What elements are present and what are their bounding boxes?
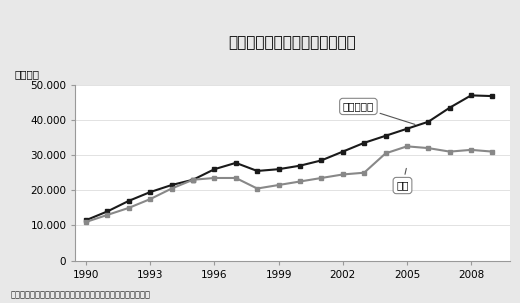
Text: 農家: 農家 [396, 168, 409, 191]
Text: 都市勤労者: 都市勤労者 [343, 102, 415, 125]
Text: 千ウォン: 千ウォン [15, 70, 40, 80]
Text: 資料：統計庁（韓国）　「農家経済統計」、「都市家計年報」: 資料：統計庁（韓国） 「農家経済統計」、「都市家計年報」 [10, 290, 150, 299]
Text: 都市勤労者と農家間の所得格差: 都市勤労者と農家間の所得格差 [229, 35, 356, 50]
